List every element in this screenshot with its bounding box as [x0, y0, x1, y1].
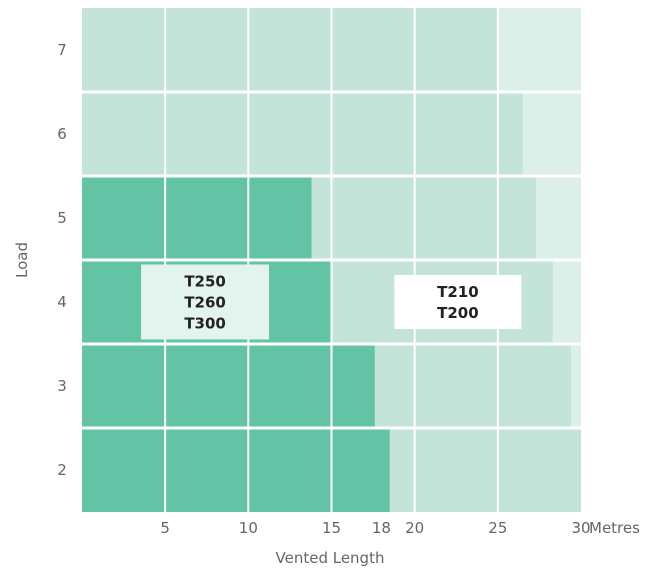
bar-load-5-series-0 — [82, 176, 312, 260]
annotation-box — [394, 275, 522, 329]
bar-load-3-series-0 — [82, 344, 375, 428]
annotation-label: T250 — [184, 273, 226, 291]
y-tick-label: 2 — [57, 461, 67, 479]
y-tick-label: 4 — [57, 293, 67, 311]
y-tick-label: 3 — [57, 377, 67, 395]
y-tick-label: 5 — [57, 209, 67, 227]
y-axis-title: Load — [13, 242, 31, 278]
annotation-label: T210 — [437, 283, 479, 301]
annotation-label: T260 — [184, 294, 226, 312]
y-tick-label: 6 — [57, 125, 67, 143]
annotation-box — [141, 264, 270, 340]
x-tick-label: 10 — [239, 519, 258, 537]
x-tick-label: 5 — [160, 519, 170, 537]
x-tick-label: 18 — [372, 519, 391, 537]
annotations: T250 T260 T300 T210 T200 — [141, 264, 522, 340]
x-tick-label: 20 — [405, 519, 424, 537]
annotation-label: T300 — [184, 315, 226, 333]
x-unit-label: Metres — [589, 519, 640, 537]
bar-load-7-series-1 — [82, 8, 498, 92]
bar-load-2-series-0 — [82, 428, 390, 512]
annotation-label: T200 — [437, 304, 479, 322]
x-tick-label: 25 — [488, 519, 507, 537]
grid-lines — [82, 8, 581, 512]
x-axis-title: Vented Length — [276, 549, 385, 567]
x-tick-labels: 5 10 15 18 20 25 30 — [160, 519, 590, 537]
x-tick-label: 30 — [571, 519, 590, 537]
y-tick-labels: 2 3 4 5 6 7 — [57, 41, 67, 479]
x-tick-label: 15 — [322, 519, 341, 537]
y-tick-label: 7 — [57, 41, 67, 59]
bar-load-6-series-1 — [82, 92, 523, 176]
